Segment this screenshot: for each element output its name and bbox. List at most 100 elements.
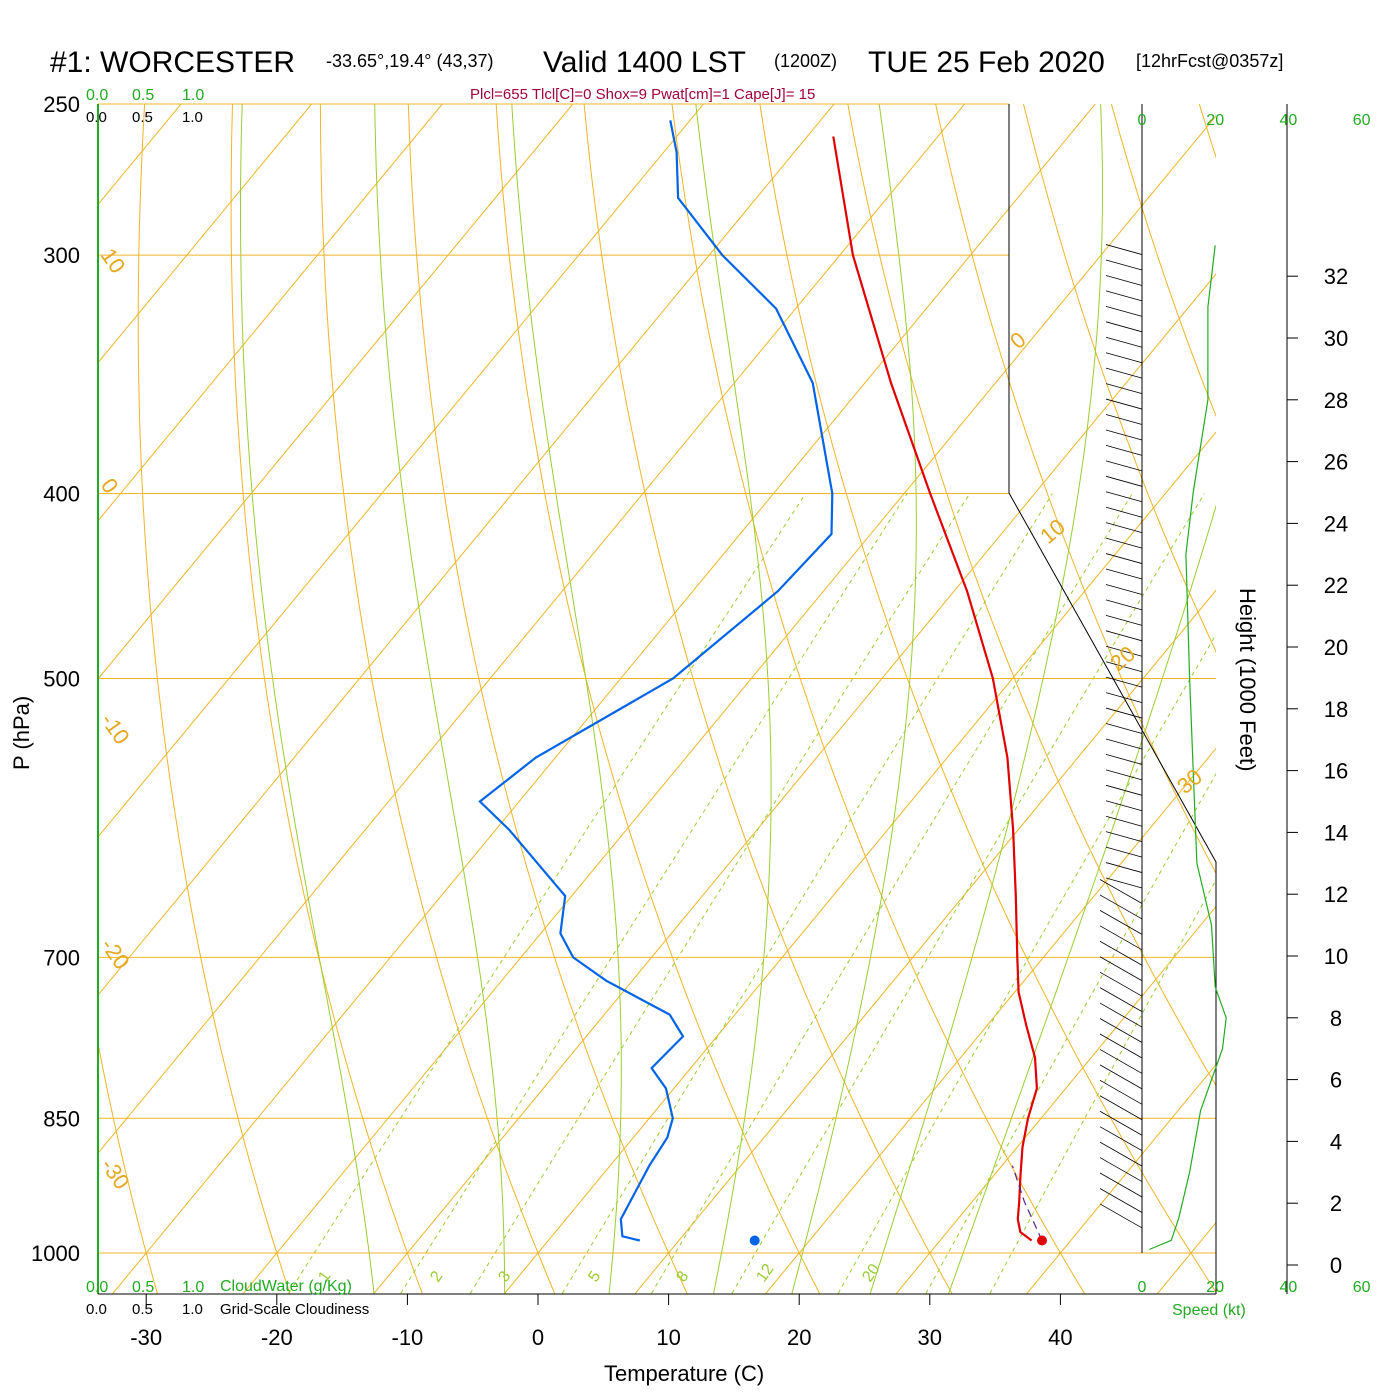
dry-adiabat-line <box>137 104 291 1294</box>
isotherm-label: -20 <box>96 934 135 974</box>
temperature-tick-label: 20 <box>787 1325 811 1350</box>
x-axis-label: Temperature (C) <box>604 1361 764 1386</box>
mixing-ratio-line <box>288 493 807 1294</box>
speed-tick-label-bottom: 60 <box>1353 1279 1371 1296</box>
height-tick-label: 26 <box>1324 450 1348 475</box>
cloud-scale-top: 0.0 0.5 1.0 0.0 0.5 1.0 <box>86 87 204 126</box>
wind-barb <box>1105 784 1143 796</box>
mixing-ratio-label: 12 <box>753 1261 777 1285</box>
wind-barb <box>1099 1018 1143 1043</box>
cloudiness-bottom-2: 1.0 <box>182 1301 203 1318</box>
isotherm-line <box>634 589 1216 1294</box>
wind-barb <box>1105 846 1143 858</box>
isotherm-line <box>896 905 1216 1294</box>
valid-time: Valid 1400 LST <box>543 46 746 79</box>
wind-barb <box>1105 522 1143 534</box>
surface-dewpoint-dot <box>749 1235 760 1246</box>
isobar-lines <box>98 103 1216 1254</box>
wind-barb <box>1105 414 1143 425</box>
wind-barb <box>1105 692 1143 704</box>
wind-barb <box>1105 815 1143 827</box>
height-tick-label: 2 <box>1330 1191 1342 1216</box>
height-tick-label: 0 <box>1330 1253 1342 1278</box>
wind-barb <box>1105 553 1143 564</box>
wind-barb <box>1099 1079 1143 1105</box>
speed-line <box>1149 245 1227 1251</box>
cloudwater-scale-1: 0.5 <box>132 87 154 104</box>
cloudiness-scale-0: 0.0 <box>86 109 107 126</box>
surface-temperature-dot <box>1037 1235 1048 1246</box>
height-tick-label: 20 <box>1324 635 1348 660</box>
mixing-ratio-line <box>400 493 908 1294</box>
temperature-tick-label: 30 <box>918 1325 942 1350</box>
dry-adiabat-line <box>98 1040 158 1294</box>
dry-adiabat-lines <box>98 70 1400 1294</box>
adiabat-label: 20 <box>1105 641 1140 676</box>
wind-barb <box>1105 275 1143 286</box>
pressure-tick-label: 400 <box>43 482 80 507</box>
wind-barb <box>1105 506 1143 518</box>
wind-barbs <box>1099 244 1143 1229</box>
wind-barb <box>1105 383 1143 395</box>
dewpoint-line <box>478 120 834 1242</box>
wind-barb <box>1105 769 1143 781</box>
dry-adiabat-line <box>230 104 423 1294</box>
dry-adiabat-line <box>407 104 688 1294</box>
pressure-tick-label: 850 <box>43 1106 80 1131</box>
moist-adiabat-line <box>791 104 917 1294</box>
speed-tick-label-top: 0 <box>1138 112 1147 129</box>
height-tick-label: 30 <box>1324 326 1348 351</box>
wind-barb <box>1099 1203 1143 1229</box>
dry-adiabat-line <box>671 104 1085 1294</box>
mixing-ratio-label: 5 <box>585 1268 604 1285</box>
dry-adiabat-line <box>1198 104 1216 159</box>
wind-barb <box>1105 584 1143 595</box>
isotherm-line <box>765 747 1216 1294</box>
wind-barb <box>1105 614 1143 626</box>
temperature-tick-label: -30 <box>130 1325 162 1350</box>
cloudwater-legend: CloudWater (g/Kg) <box>220 1278 352 1295</box>
wind-barb <box>1099 879 1143 904</box>
isotherm-line <box>98 104 574 680</box>
wind-barb <box>1105 738 1143 750</box>
isotherm-line <box>504 431 1216 1294</box>
dry-adiabat-line <box>847 104 1216 1087</box>
height-axis-label: Height (1000 Feet) <box>1235 588 1260 771</box>
wind-barb <box>1099 987 1143 1012</box>
isotherm-line <box>98 104 705 838</box>
cloudiness-scale-2: 1.0 <box>182 109 203 126</box>
dry-adiabat-line <box>319 104 556 1294</box>
wind-barb <box>1099 910 1143 935</box>
wind-barb <box>1105 352 1143 364</box>
isotherm-line <box>98 104 313 364</box>
mixing-ratio-line <box>837 633 1216 1294</box>
parameter-line: Plcl=655 Tlcl[C]=0 Shox=9 Pwat[cm]=1 Cap… <box>470 86 815 103</box>
temperature-tick-label: -10 <box>392 1325 424 1350</box>
cloudwater-scale-0: 0.0 <box>86 87 108 104</box>
isotherm-line <box>373 273 1216 1294</box>
speed-tick-label-top: 20 <box>1206 112 1224 129</box>
isotherm-label: 10 <box>96 244 131 278</box>
isotherm-label: -10 <box>96 709 135 749</box>
wind-barb <box>1099 1157 1143 1182</box>
cloud-scale-bottom: 0.0 0.5 1.0 CloudWater (g/Kg) 0.0 0.5 1.… <box>86 1278 369 1318</box>
height-tick-label: 22 <box>1324 573 1348 598</box>
dry-adiabat-line <box>1363 70 1400 1293</box>
temperature-tick-label: 40 <box>1048 1325 1072 1350</box>
height-tick-label: 24 <box>1324 511 1348 536</box>
isotherm-line <box>98 104 966 1155</box>
wind-barb <box>1105 800 1143 812</box>
mixing-ratio-label: 8 <box>673 1268 692 1285</box>
cloudwater-scale-2: 1.0 <box>182 87 204 104</box>
height-tick-label: 32 <box>1324 264 1348 289</box>
wind-barb <box>1099 1033 1143 1059</box>
isotherm-line <box>112 104 1096 1294</box>
cloudiness-scale-1: 0.5 <box>132 109 153 126</box>
height-tick-label: 14 <box>1324 820 1348 845</box>
cloudwater-bottom-1: 0.5 <box>132 1279 154 1296</box>
speed-tick-label-bottom: 40 <box>1280 1279 1298 1296</box>
moist-adiabat-line <box>374 104 506 1294</box>
